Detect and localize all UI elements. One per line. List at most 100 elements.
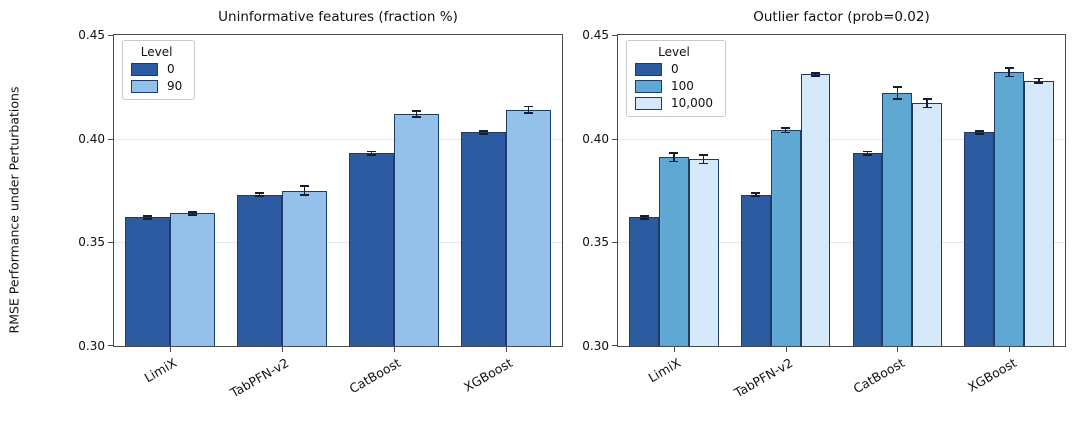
error-bar-cap [143, 214, 153, 217]
legend-entry: 10,000 [635, 96, 713, 110]
error-bar-cap [863, 153, 873, 156]
bar-xgboost-level-0 [461, 132, 506, 346]
legend-entry: 90 [131, 79, 182, 93]
error-bar-cap [479, 133, 489, 135]
error-bar-cap [751, 195, 761, 198]
error-bar [415, 110, 418, 117]
x-tick-mark [170, 347, 171, 352]
bar-tabpfn-v2-level-90 [282, 190, 327, 346]
error-bar [702, 155, 705, 164]
error-bar [978, 130, 981, 135]
error-bar [370, 151, 373, 155]
x-tick-mark [673, 347, 675, 352]
error-bar [643, 215, 645, 220]
y-tick-mark [108, 345, 113, 346]
error-bar-cap [411, 115, 421, 118]
error-bar-cap [523, 105, 533, 108]
bar-catboost-level-10000 [912, 103, 943, 346]
x-tick-mark [506, 347, 507, 352]
y-tick-label: 0.45 [582, 28, 609, 42]
error-bar [673, 153, 675, 162]
error-bar [896, 86, 899, 100]
error-bar [146, 215, 149, 220]
bar-limix-level-100 [658, 157, 689, 346]
x-tick-mark [1009, 347, 1011, 352]
legend: Level 0 100 10,000 [626, 40, 726, 117]
legend: Level 0 90 [122, 40, 196, 100]
error-bar-cap [781, 127, 791, 130]
x-tick-mark [897, 347, 899, 352]
error-bar-cap [669, 152, 679, 155]
legend-label: 10,000 [671, 96, 713, 110]
x-tick-label-tabpfn-v2: TabPFN-v2 [227, 355, 292, 401]
error-bar-cap [922, 106, 932, 109]
y-tick-label: 0.40 [78, 131, 105, 146]
error-bar [755, 192, 757, 197]
error-bar-cap [367, 153, 377, 156]
legend-label: 100 [671, 79, 694, 93]
error-bar-cap [299, 185, 309, 188]
bar-xgboost-level-0 [964, 132, 995, 346]
error-bar-cap [187, 210, 197, 213]
x-tick-label-limix: LimiX [645, 355, 684, 386]
error-bar-cap [974, 129, 984, 132]
right-plot-title: Outlier factor (prob=0.02) [753, 9, 930, 25]
error-bar-cap [1004, 67, 1014, 70]
error-bar [258, 192, 261, 197]
error-bar-cap [639, 218, 649, 220]
bar-limix-level-0 [125, 217, 170, 346]
y-tick-label: 0.30 [78, 339, 105, 353]
legend-label: 0 [671, 62, 679, 76]
error-bar-cap [479, 129, 489, 132]
gridline [114, 138, 562, 140]
y-tick-label: 0.35 [78, 235, 105, 250]
error-bar [527, 106, 530, 113]
x-tick-label-tabpfn-v2: TabPFN-v2 [731, 355, 796, 401]
error-bar-cap [143, 218, 153, 220]
y-tick-label: 0.35 [582, 235, 609, 250]
bar-limix-level-0 [629, 217, 659, 346]
bar-tabpfn-v2-level-0 [237, 194, 282, 346]
error-bar-cap [810, 71, 820, 74]
error-bar-cap [699, 162, 709, 165]
error-bar [482, 130, 485, 135]
x-tick-label-xgboost: XGBoost [461, 355, 516, 395]
bar-catboost-level-0 [852, 153, 883, 346]
error-bar-cap [669, 160, 679, 163]
legend-swatch-icon [131, 62, 158, 76]
error-bar-cap [1004, 75, 1014, 78]
error-bar-cap [639, 214, 649, 217]
error-bar-cap [863, 150, 873, 153]
legend-swatch-icon [635, 96, 662, 110]
bar-tabpfn-v2-level-10000 [800, 74, 831, 346]
y-tick-mark [108, 35, 113, 36]
legend-entry: 0 [131, 62, 182, 76]
bar-xgboost-level-10000 [1024, 80, 1054, 346]
legend-swatch-icon [635, 79, 662, 93]
error-bar [1038, 78, 1040, 83]
error-bar [784, 128, 787, 133]
bar-catboost-level-100 [882, 93, 913, 346]
bar-xgboost-level-100 [994, 72, 1025, 346]
left-plot-area: Uninformative features (fraction %) 0.30… [78, 9, 563, 400]
x-tick-mark [785, 347, 787, 352]
legend-swatch-icon [131, 79, 158, 93]
legend-swatch-icon [635, 62, 662, 76]
error-bar-cap [1034, 77, 1044, 80]
bar-tabpfn-v2-level-0 [740, 194, 771, 346]
x-tick-label-catboost: CatBoost [347, 355, 404, 397]
gridline [114, 242, 562, 244]
bar-catboost-level-90 [394, 113, 439, 346]
legend-label: 0 [167, 62, 175, 76]
error-bar-cap [699, 154, 709, 157]
x-tick-label-catboost: CatBoost [850, 355, 907, 397]
error-bar [191, 211, 194, 215]
x-tick-mark [282, 347, 283, 352]
y-tick-label: 0.40 [582, 131, 609, 146]
error-bar-cap [781, 131, 791, 134]
y-tick-mark [612, 242, 617, 244]
y-tick-label: 0.45 [78, 28, 105, 42]
legend-title: Level [658, 45, 690, 59]
y-tick-mark [108, 242, 113, 244]
